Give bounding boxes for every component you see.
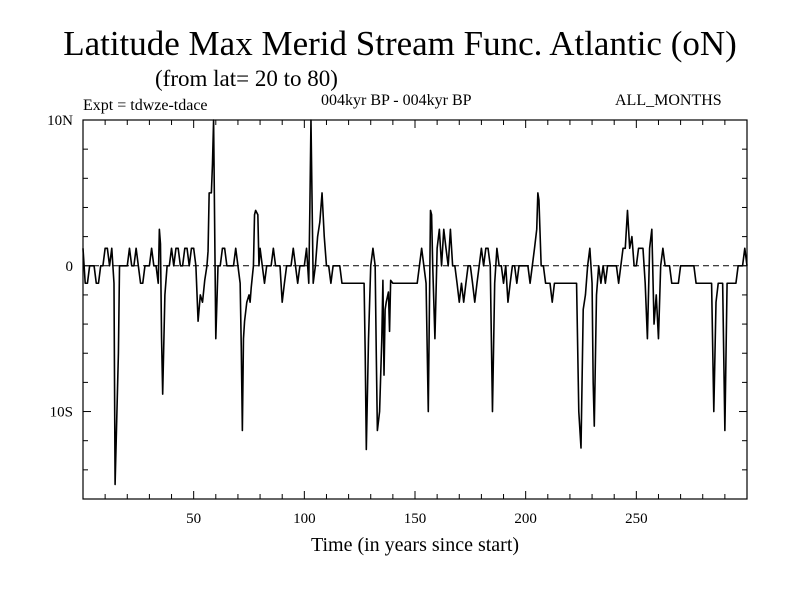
tick-labels: 50 100 150 200 250 10N 0 10S: [47, 113, 647, 527]
y-tick-label: 10S: [50, 405, 73, 421]
period-label: 004kyr BP - 004kyr BP: [321, 92, 472, 109]
y-tick-label: 0: [66, 259, 74, 275]
x-tick-label: 150: [404, 511, 427, 527]
x-tick-label: 200: [514, 511, 537, 527]
chart-subtitle: (from lat= 20 to 80): [155, 66, 338, 91]
series-line: [82, 119, 748, 486]
x-tick-label: 250: [625, 511, 648, 527]
experiment-label: Expt = tdwze-tdace: [83, 97, 208, 114]
axis-ticks: [83, 120, 747, 499]
months-label: ALL_MONTHS: [615, 92, 722, 109]
x-tick-label: 100: [293, 511, 316, 527]
x-tick-label: 50: [186, 511, 201, 527]
x-axis-label: Time (in years since start): [311, 534, 519, 556]
chart-title: Latitude Max Merid Stream Func. Atlantic…: [63, 24, 737, 63]
y-tick-label: 10N: [47, 113, 73, 129]
